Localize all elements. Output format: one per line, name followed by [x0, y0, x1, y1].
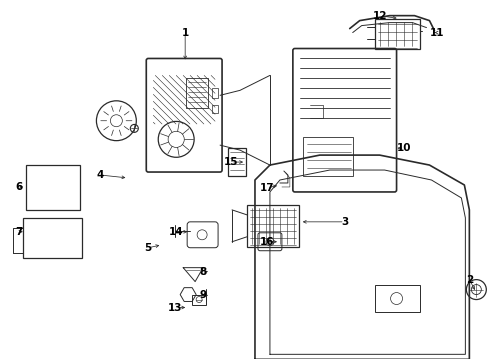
Bar — [192, 294, 206, 305]
Text: 9: 9 — [199, 289, 207, 300]
Bar — [23, 218, 82, 258]
Bar — [247, 205, 299, 247]
Bar — [228, 148, 246, 176]
Text: 15: 15 — [224, 157, 238, 167]
Text: 13: 13 — [168, 302, 182, 312]
Text: 8: 8 — [199, 267, 207, 276]
Bar — [303, 137, 353, 176]
Text: 4: 4 — [97, 170, 104, 180]
Bar — [375, 285, 419, 312]
Text: 10: 10 — [397, 143, 412, 153]
Text: 6: 6 — [15, 182, 22, 192]
Bar — [212, 88, 218, 98]
Text: 11: 11 — [430, 28, 445, 37]
Text: 12: 12 — [372, 11, 387, 21]
Text: 2: 2 — [466, 275, 473, 285]
Text: 14: 14 — [169, 227, 184, 237]
Bar — [212, 105, 218, 113]
Bar — [25, 165, 80, 210]
Text: 5: 5 — [145, 243, 152, 253]
Text: 16: 16 — [260, 237, 274, 247]
Text: 1: 1 — [182, 28, 189, 37]
Text: 7: 7 — [15, 227, 23, 237]
Text: 3: 3 — [341, 217, 348, 227]
Bar — [186, 78, 208, 108]
Bar — [375, 19, 419, 49]
Text: 17: 17 — [260, 183, 274, 193]
